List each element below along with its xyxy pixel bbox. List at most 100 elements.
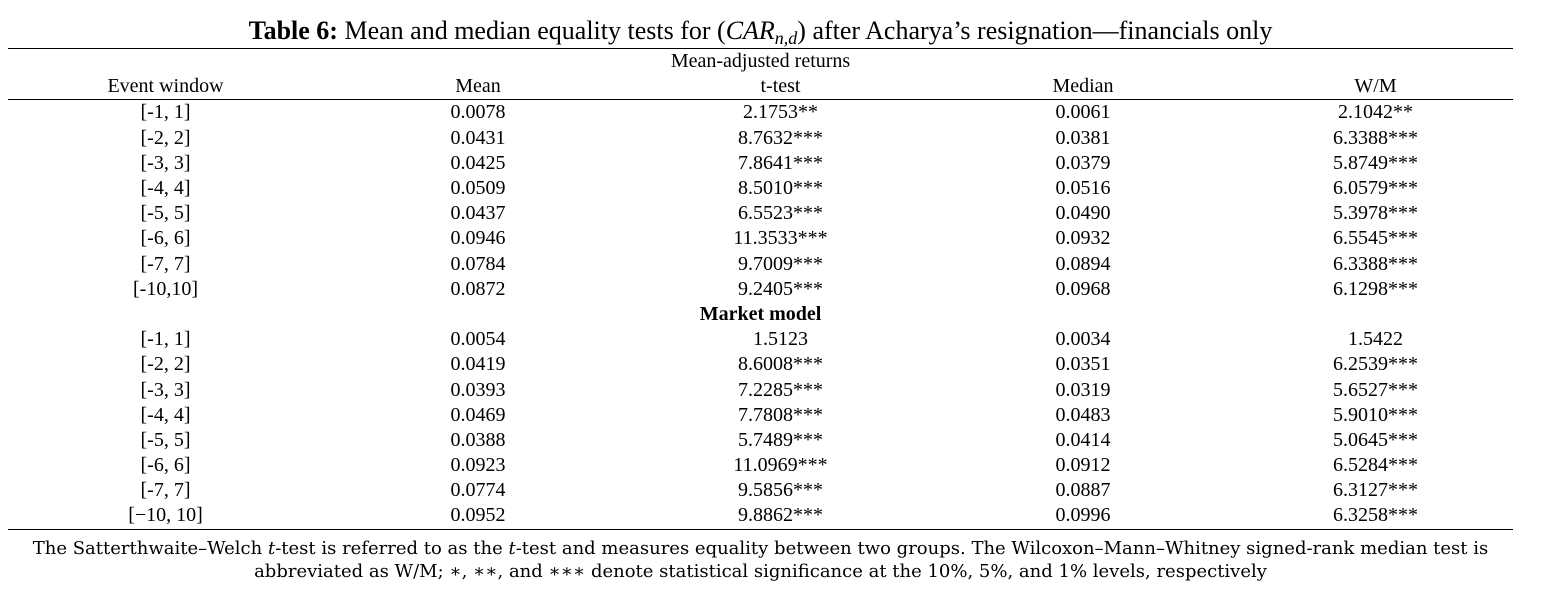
table-cell: 5.7489*** [738,428,823,451]
table-cell: 0.0393 [450,378,506,401]
table-caption: Table 6: Mean and median equality tests … [0,14,1521,55]
table-cell: 6.5523*** [738,202,823,225]
table-cell: [-5, 5] [140,202,191,225]
table-cell: 5.6527*** [1333,378,1418,401]
table-cell: 0.0437 [450,202,506,225]
table-cell: 7.8641*** [738,151,823,174]
table-cell: 7.2285*** [738,378,823,401]
table-cell: 0.0419 [450,353,506,376]
table-cell: 9.5856*** [738,479,823,502]
table-cell: [-6, 6] [140,227,191,250]
table-cell: [-4, 4] [140,177,191,200]
table-cell: 9.2405*** [738,277,823,300]
table-row: [-2, 2] 0.0431 8.7632*** 0.0381 6.3388*** [8,126,1513,151]
table-cell: [-3, 3] [140,378,191,401]
table-cell: 2.1753** [743,101,818,124]
column-header: W/M [1238,74,1514,101]
table-row: [-4, 4] 0.0509 8.5010*** 0.0516 6.0579*** [8,176,1513,201]
table-row: [-3, 3] 0.0425 7.8641*** 0.0379 5.8749*** [8,151,1513,176]
table-cell: 0.0469 [450,403,506,426]
table-cell: 5.0645*** [1333,428,1418,451]
table-cell: 11.3533*** [733,227,828,250]
table-cell: 6.0579*** [1333,177,1418,200]
table-cell: [-7, 7] [140,479,191,502]
table-cell: 0.0946 [450,227,506,250]
table-cell: 5.8749*** [1333,151,1418,174]
note-text: -test and measures equality between two … [515,538,1489,559]
table-row: [−10, 10] 0.0952 9.8862*** 0.0996 6.3258*** [8,503,1514,530]
note-text: The Satterthwaite–Welch [32,538,268,559]
table-cell: 0.0431 [450,126,506,149]
panel-title: Market model [699,302,822,325]
table-cell: 0.0894 [1055,252,1111,275]
column-header: Event window [8,74,323,101]
results-table: Mean-adjusted returns Event window Mean … [8,48,1514,530]
table-cell: [-10,10] [133,277,198,300]
table-cell: [-1, 1] [140,328,191,351]
table-cell: [-2, 2] [140,126,191,149]
table-cell: 6.3258*** [1238,503,1514,530]
table-cell: 6.2539*** [1333,353,1418,376]
table-cell: 0.0388 [450,428,506,451]
table-row: [-5, 5] 0.0437 6.5523*** 0.0490 5.3978*** [8,201,1513,226]
table-cell: 5.9010*** [1333,403,1418,426]
table-cell: 8.7632*** [738,126,823,149]
note-line-1: The Satterthwaite–Welch t-test is referr… [8,537,1513,560]
table-row: [-1, 1] 0.0078 2.1753** 0.0061 2.1042** [8,100,1513,126]
table-cell: 0.0319 [1055,378,1111,401]
table-cell: 0.0872 [450,277,506,300]
table-cell: 0.0078 [450,101,506,124]
table-note: The Satterthwaite–Welch t-test is referr… [8,537,1513,583]
table-cell: 6.5545*** [1333,227,1418,250]
note-line-2: abbreviated as W/M; ∗, ∗∗, and ∗∗∗ denot… [254,561,1267,582]
column-header: Median [928,74,1238,101]
table-cell: 9.8862*** [633,503,928,530]
table-cell: 2.1042** [1338,101,1413,124]
table-cell: 0.0379 [1055,151,1111,174]
table-cell: 9.7009*** [738,252,823,275]
table-cell: 6.3388*** [1333,252,1418,275]
table-cell: [-7, 7] [140,252,191,275]
table-cell: 6.3388*** [1333,126,1418,149]
table-cell: 0.0381 [1055,126,1111,149]
column-header: Mean [323,74,633,101]
table-cell: 0.0996 [928,503,1238,530]
table-cell: 0.0490 [1055,202,1111,225]
table-row: [-2, 2] 0.0419 8.6008*** 0.0351 6.2539*** [8,352,1513,377]
caption-math: CAR [725,16,775,45]
note-italic-t: t [267,538,276,559]
table-cell: [-4, 4] [140,403,191,426]
table-cell: [−10, 10] [8,503,323,530]
table-row: [-5, 5] 0.0388 5.7489*** 0.0414 5.0645*** [8,428,1513,453]
table-cell: 0.0414 [1055,428,1111,451]
column-header-row: Event window Mean t-test Median W/M [8,74,1514,101]
table-cell: 0.0483 [1055,403,1111,426]
table-cell: 0.0923 [450,454,506,477]
table-row: [-6, 6] 0.0946 11.3533*** 0.0932 6.5545*** [8,226,1513,251]
panel-heading-row: Mean-adjusted returns [8,48,1514,75]
table-cell: 6.5284*** [1333,454,1418,477]
table-cell: 0.0774 [450,479,506,502]
table-row: [-4, 4] 0.0469 7.7808*** 0.0483 5.9010*** [8,403,1513,428]
table-cell: 0.0034 [1055,328,1111,351]
table-cell: 0.0516 [1055,177,1111,200]
table-cell: 0.0509 [450,177,506,200]
table-row: [-1, 1] 0.0054 1.5123 0.0034 1.5422 [8,327,1513,352]
table-cell: 8.6008*** [738,353,823,376]
table-cell: [-3, 3] [140,151,191,174]
table-row: [-7, 7] 0.0784 9.7009*** 0.0894 6.3388*** [8,252,1513,277]
table-row: [-6, 6] 0.0923 11.0969*** 0.0912 6.5284*** [8,453,1513,478]
table-cell: 6.1298*** [1333,277,1418,300]
table-cell: 0.0912 [1055,454,1111,477]
column-header: t-test [633,74,928,101]
table-cell: 0.0952 [323,503,633,530]
caption-label: Table 6: [248,16,338,45]
table-row: [-3, 3] 0.0393 7.2285*** 0.0319 5.6527*** [8,377,1513,402]
note-italic-t: t [508,538,516,559]
caption-text-before: Mean and median equality tests for ( [337,16,726,45]
table-cell: 1.5422 [1348,328,1403,351]
table-row: [-7, 7] 0.0774 9.5856*** 0.0887 6.3127*** [8,478,1513,503]
table-cell: 0.0061 [1055,101,1111,124]
table-cell: 6.3127*** [1333,479,1418,502]
